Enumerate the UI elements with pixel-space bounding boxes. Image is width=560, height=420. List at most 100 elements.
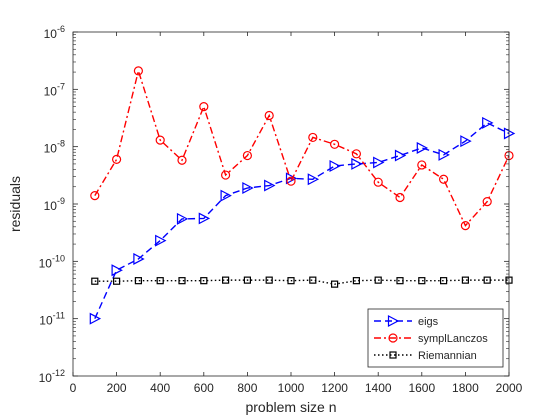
data-point-eigs (285, 172, 298, 185)
y-tick-label: 10-9 (44, 196, 65, 213)
y-tick-label: 10-8 (44, 139, 65, 156)
data-point-sympllanczos (111, 154, 122, 164)
legend-label-eigs: eigs (418, 316, 439, 328)
data-point-sympllanczos (177, 155, 187, 165)
data-point-eigs (416, 141, 429, 154)
y-tick-exponent: -8 (57, 139, 65, 149)
data-point-riemannian (287, 277, 295, 285)
data-point-sympllanczos (482, 197, 492, 207)
legend-marker-eigs (387, 315, 400, 327)
x-tick-label: 2000 (496, 381, 523, 395)
y-tick-base: 10 (44, 84, 58, 98)
data-point-riemannian (418, 277, 426, 285)
y-tick-exponent: -10 (52, 253, 65, 263)
x-tick-label: 200 (107, 381, 127, 395)
x-tick-label: 600 (194, 381, 214, 395)
data-point-eigs (351, 157, 363, 170)
data-point-riemannian (461, 276, 469, 284)
data-point-eigs (307, 173, 320, 186)
series-line-sympllanczos (94, 68, 510, 227)
data-point-riemannian (91, 277, 99, 285)
y-tick-label: 10-11 (39, 311, 65, 328)
x-tick-label: 1200 (321, 381, 348, 395)
data-point-sympllanczos (373, 177, 383, 187)
x-tick-label: 1800 (452, 381, 479, 395)
y-tick-base: 10 (39, 371, 53, 385)
data-point-riemannian (440, 277, 448, 285)
data-point-sympllanczos (133, 66, 143, 76)
legend-marker-sympllanczos (388, 333, 398, 343)
data-point-riemannian (222, 276, 230, 284)
data-point-riemannian (309, 276, 317, 284)
data-point-eigs (264, 179, 276, 192)
data-point-eigs (460, 135, 472, 148)
data-point-riemannian (331, 280, 339, 288)
data-point-eigs (329, 160, 341, 172)
y-tick-exponent: -12 (52, 368, 65, 378)
y-tick-label: 10-10 (39, 253, 65, 270)
data-point-riemannian (483, 276, 491, 284)
legend: eigs symplLanczos Riemannian (367, 308, 504, 368)
data-point-eigs (89, 312, 102, 325)
legend-label-sympllanczos: symplLanczos (418, 333, 488, 345)
data-point-eigs (133, 252, 145, 265)
data-point-sympllanczos (308, 132, 318, 143)
x-tick-label: 400 (150, 381, 170, 395)
data-point-sympllanczos (417, 160, 427, 170)
series-line-eigs (94, 122, 510, 319)
x-tick-label: 1000 (278, 381, 305, 395)
data-point-eigs (438, 148, 450, 161)
data-point-sympllanczos (155, 135, 165, 145)
data-point-eigs (394, 149, 407, 162)
data-point-riemannian (396, 277, 404, 285)
y-tick-exponent: -7 (57, 81, 65, 91)
x-tick-label: 800 (237, 381, 257, 395)
data-point-riemannian (134, 277, 142, 285)
legend-label-riemannian: Riemannian (418, 350, 477, 362)
y-tick-base: 10 (44, 199, 58, 213)
x-tick-label: 1400 (365, 381, 392, 395)
data-point-sympllanczos (286, 176, 296, 186)
series-layer (89, 66, 516, 325)
y-tick-exponent: -6 (57, 24, 65, 34)
data-point-riemannian (112, 277, 121, 285)
data-point-sympllanczos (330, 139, 340, 149)
y-tick-base: 10 (39, 314, 53, 328)
y-tick-exponent: -9 (57, 196, 65, 206)
series-riemannian (91, 276, 513, 288)
series-line-riemannian (94, 279, 509, 285)
data-point-sympllanczos (439, 174, 449, 184)
y-tick-label: 10-7 (44, 81, 65, 98)
x-tick-label: 1600 (408, 381, 435, 395)
y-tick-base: 10 (44, 27, 58, 41)
data-point-sympllanczos (460, 221, 470, 231)
data-point-riemannian (178, 277, 186, 285)
data-point-sympllanczos (242, 150, 252, 161)
y-tick-exponent: -11 (53, 311, 65, 321)
y-axis-label: residuals (7, 176, 23, 232)
data-point-eigs (373, 156, 385, 169)
data-point-riemannian (200, 277, 208, 285)
data-point-sympllanczos (264, 110, 274, 121)
series-sympllanczos (90, 66, 514, 231)
y-tick-label: 10-6 (44, 24, 65, 41)
legend-marker-riemannian (389, 351, 397, 359)
data-point-sympllanczos (90, 191, 100, 201)
data-point-eigs (198, 212, 211, 225)
data-point-riemannian (243, 276, 251, 284)
data-point-riemannian (265, 276, 273, 284)
data-point-sympllanczos (199, 101, 209, 112)
y-tick-base: 10 (39, 256, 53, 270)
data-point-eigs (155, 234, 167, 247)
data-point-eigs (176, 212, 189, 225)
data-point-riemannian (156, 277, 164, 285)
data-point-sympllanczos (395, 192, 405, 203)
data-point-riemannian (352, 277, 360, 285)
y-tick-base: 10 (44, 142, 58, 156)
data-point-eigs (482, 116, 494, 129)
x-axis-ticks: 0 200 400 600 800 1000 1200 1400 1600 1800 2000 (70, 32, 523, 395)
x-axis-label: problem size n (245, 399, 336, 415)
data-point-sympllanczos (221, 170, 231, 180)
